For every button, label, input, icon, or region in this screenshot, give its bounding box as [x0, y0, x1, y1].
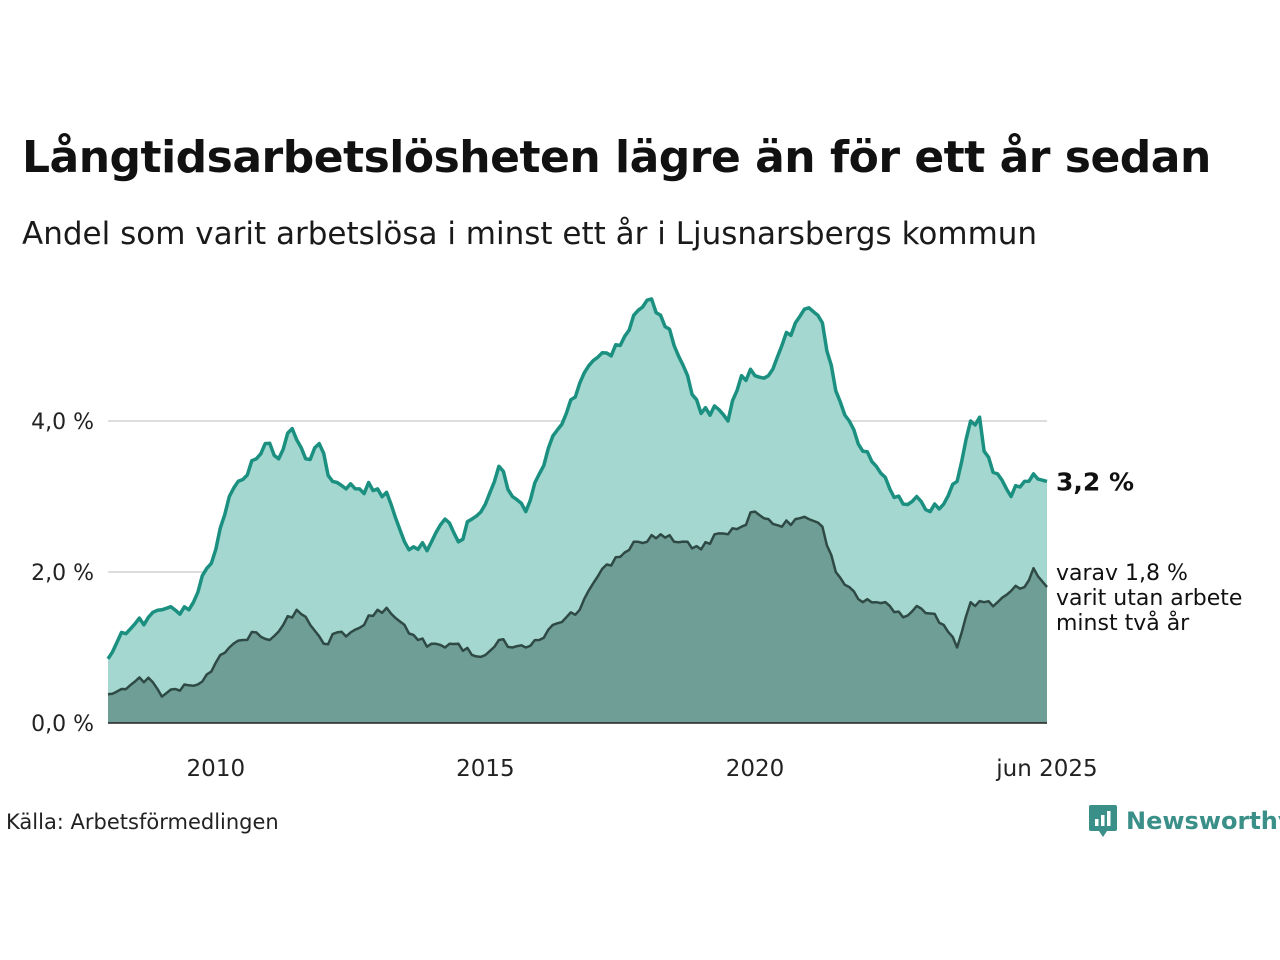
y-tick-label: 2,0 %: [31, 561, 94, 586]
chart-title: Långtidsarbetslösheten lägre än för ett …: [22, 132, 1211, 183]
brand-logo[interactable]: Newsworthy: [1088, 803, 1280, 839]
series-line-total: [106, 297, 1048, 660]
brand-name: Newsworthy: [1126, 807, 1280, 835]
x-tick-label: 2010: [187, 756, 246, 782]
end-label-two-years: varit utan arbete: [1056, 586, 1242, 611]
end-label-two-years: minst två år: [1056, 610, 1190, 636]
x-tick-label: 2015: [456, 756, 515, 782]
x-tick-label: 2020: [726, 756, 785, 782]
y-tick-label: 0,0 %: [31, 712, 94, 737]
series-area-two-years: [108, 511, 1047, 723]
x-tick-label: jun 2025: [995, 756, 1097, 782]
chart-subtitle: Andel som varit arbetslösa i minst ett å…: [22, 216, 1038, 252]
y-tick-label: 4,0 %: [31, 410, 94, 435]
end-label-total: 3,2 %: [1056, 467, 1134, 496]
source-note: Källa: Arbetsförmedlingen: [6, 810, 279, 834]
newsworthy-logo-icon: [1089, 805, 1117, 837]
series-line-two-years: [107, 510, 1048, 698]
end-label-two-years: varav 1,8 %: [1056, 561, 1188, 586]
